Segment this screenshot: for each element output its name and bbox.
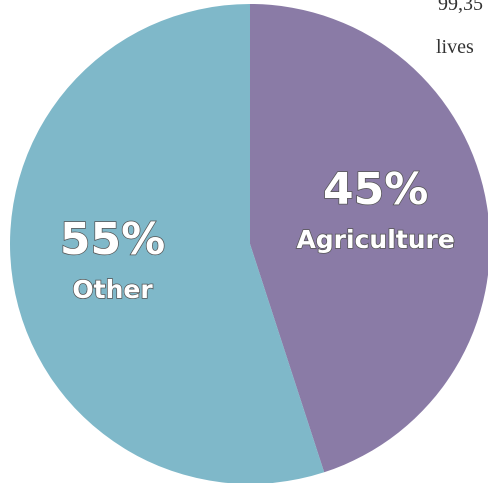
slice-value-label-agriculture: 45% [323,164,428,215]
pie-labels: 45% Agriculture 55% Other [59,163,455,304]
caption-line-1: 99,35 [438,0,483,15]
slice-category-label-agriculture: Agriculture [296,225,454,254]
pie-slices [10,4,488,483]
pie-slice-agriculture [250,4,488,473]
slice-category-label-other: Other [72,275,153,304]
pie-slice-other [10,4,325,483]
caption-line-2: lives [436,36,474,58]
slice-value-label-other: 55% [60,214,165,265]
